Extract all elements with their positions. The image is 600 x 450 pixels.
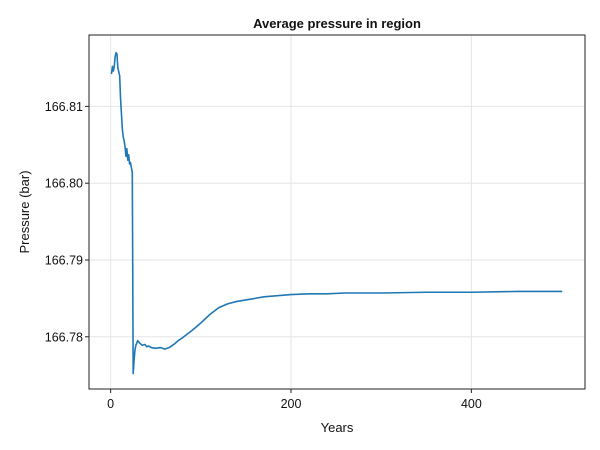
y-tick-label: 166.81 [45,100,83,114]
pressure-series-line [110,51,563,375]
y-tick-label: 166.79 [45,253,83,267]
x-tick-label: 200 [281,397,302,411]
y-axis-label: Pressure (bar) [17,170,32,253]
x-tick-label: 400 [461,397,482,411]
plot-frame [88,34,586,390]
y-tick-label: 166.80 [45,177,83,191]
chart-title: Average pressure in region [253,16,421,31]
x-axis-label: Years [321,420,354,435]
y-tick-label: 166.78 [45,330,83,344]
axis-ticks: 0 200 400 166.78 166.79 166.80 166.81 [45,100,482,411]
x-tick-label: 0 [107,397,114,411]
grid-lines [89,35,585,389]
series-layer [110,51,563,375]
